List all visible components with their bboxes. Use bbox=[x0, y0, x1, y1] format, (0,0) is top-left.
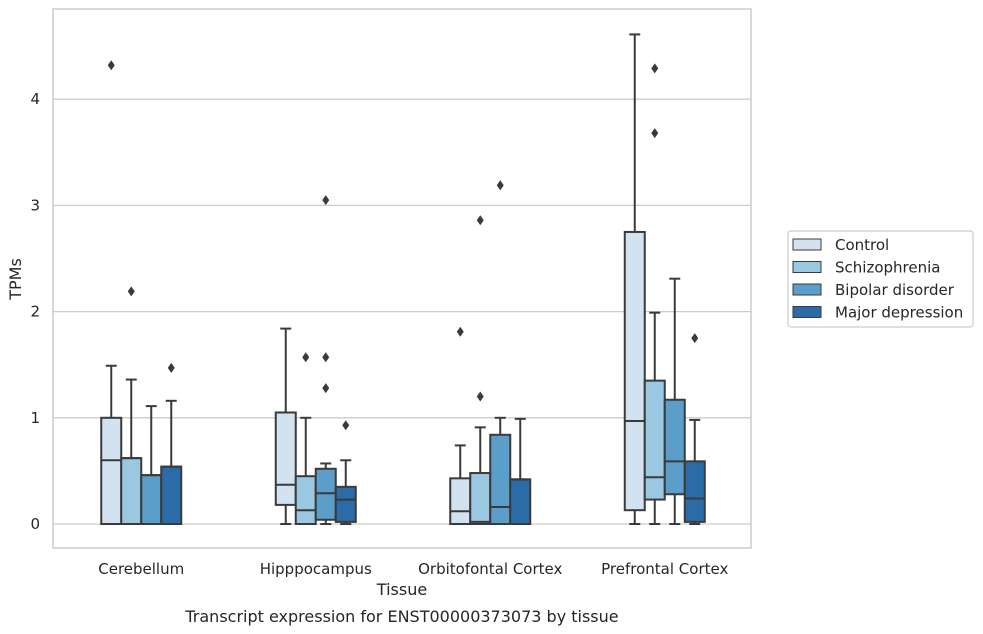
y-axis-label: TPMs bbox=[6, 258, 25, 301]
plot-frame bbox=[52, 8, 752, 549]
box-bipolar-disorder bbox=[140, 405, 163, 526]
box-iqr bbox=[643, 379, 666, 501]
outlier-point bbox=[496, 180, 504, 191]
outlier-point bbox=[322, 352, 330, 363]
legend-label: Bipolar disorder bbox=[835, 281, 955, 299]
y-tick-label: 0 bbox=[30, 515, 40, 533]
outlier-point bbox=[342, 420, 350, 431]
legend: Control Schizophrenia Bipolar disorder Majo… bbox=[787, 230, 974, 328]
box-iqr bbox=[663, 398, 686, 496]
legend-label: Schizophrenia bbox=[835, 259, 940, 277]
outlier-point bbox=[651, 63, 659, 74]
box-iqr bbox=[489, 433, 512, 525]
y-axis-ticks: 0 1 2 3 4 bbox=[30, 90, 40, 533]
box-iqr bbox=[100, 416, 123, 525]
box-iqr bbox=[140, 474, 163, 526]
outlier-point bbox=[322, 195, 330, 206]
box-iqr bbox=[334, 485, 357, 523]
box-iqr bbox=[274, 411, 297, 506]
x-axis-label: Tissue bbox=[376, 580, 427, 599]
box-major-depression bbox=[334, 420, 357, 525]
outlier-point bbox=[167, 362, 175, 373]
box-iqr bbox=[120, 457, 143, 526]
outlier-point bbox=[127, 286, 135, 297]
outlier-point bbox=[691, 333, 699, 344]
outlier-point bbox=[476, 215, 484, 226]
box-iqr bbox=[294, 475, 317, 525]
box-iqr bbox=[509, 478, 532, 525]
box-schizophrenia bbox=[120, 286, 143, 526]
legend-swatch bbox=[792, 261, 822, 273]
figure-caption: Transcript expression for ENST0000037307… bbox=[184, 607, 618, 626]
outlier-point bbox=[651, 128, 659, 139]
box-control bbox=[449, 326, 472, 526]
legend-swatch bbox=[792, 306, 822, 318]
box-control bbox=[623, 33, 646, 525]
y-tick-label: 3 bbox=[30, 196, 40, 214]
x-tick-label: Orbitofontal Cortex bbox=[418, 560, 562, 578]
box-iqr bbox=[160, 465, 183, 526]
outlier-point bbox=[476, 391, 484, 402]
x-tick-label: Hipppocampus bbox=[260, 560, 372, 578]
legend-swatch bbox=[792, 283, 822, 296]
legend-swatch bbox=[792, 238, 822, 251]
box-bipolar-disorder bbox=[314, 195, 337, 525]
y-tick-label: 4 bbox=[30, 90, 40, 108]
y-tick-label: 2 bbox=[30, 303, 40, 321]
box-iqr bbox=[314, 467, 337, 521]
outlier-point bbox=[107, 60, 115, 71]
x-axis-ticks: Cerebellum Hipppocampus Orbitofontal Corte… bbox=[98, 560, 728, 578]
box-iqr bbox=[623, 230, 646, 512]
box-schizophrenia bbox=[294, 352, 317, 525]
outlier-point bbox=[322, 383, 330, 394]
box-major-depression bbox=[160, 362, 183, 526]
box-schizophrenia bbox=[643, 63, 666, 525]
box-major-depression bbox=[509, 417, 532, 525]
box-control bbox=[100, 60, 123, 525]
box-plot-marks bbox=[100, 33, 706, 526]
outlier-point bbox=[456, 326, 464, 337]
box-bipolar-disorder bbox=[663, 277, 686, 525]
box-iqr bbox=[449, 477, 472, 526]
legend-frame bbox=[787, 230, 974, 328]
y-tick-label: 1 bbox=[30, 409, 40, 427]
box-control bbox=[274, 327, 297, 525]
box-iqr bbox=[469, 472, 492, 525]
box-iqr bbox=[683, 460, 706, 523]
x-tick-label: Cerebellum bbox=[98, 560, 184, 578]
legend-label: Control bbox=[835, 236, 889, 254]
legend-label: Major depression bbox=[835, 304, 963, 322]
box-bipolar-disorder bbox=[489, 180, 512, 525]
box-major-depression bbox=[683, 333, 706, 525]
box-schizophrenia bbox=[469, 215, 492, 525]
x-tick-label: Prefrontal Cortex bbox=[601, 560, 728, 578]
outlier-point bbox=[302, 352, 310, 363]
